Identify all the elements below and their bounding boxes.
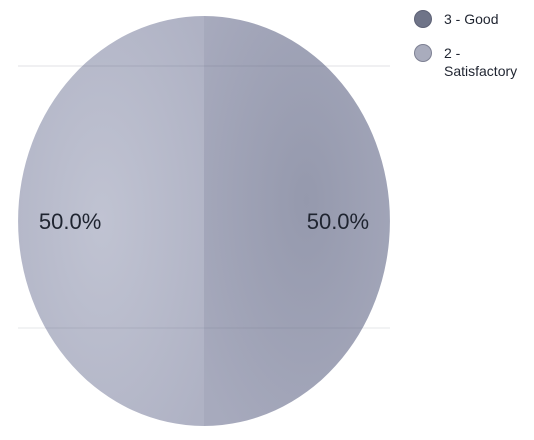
- legend-swatch-satisfactory: [414, 44, 432, 62]
- pie-slice-good[interactable]: [204, 16, 390, 426]
- legend-label-good: 3 - Good: [444, 11, 499, 27]
- data-label-satisfactory: 50.0%: [39, 209, 101, 234]
- legend-item-good[interactable]: 3 - Good: [414, 6, 530, 28]
- legend-label-satisfactory: 2 - Satisfactory: [444, 45, 518, 79]
- data-label-good: 50.0%: [307, 209, 369, 234]
- legend-item-satisfactory[interactable]: 2 - Satisfactory: [414, 40, 530, 80]
- legend-swatch-good: [414, 10, 432, 28]
- pie-slice-satisfactory[interactable]: [18, 16, 204, 426]
- legend: 3 - Good 2 - Satisfactory: [414, 6, 530, 92]
